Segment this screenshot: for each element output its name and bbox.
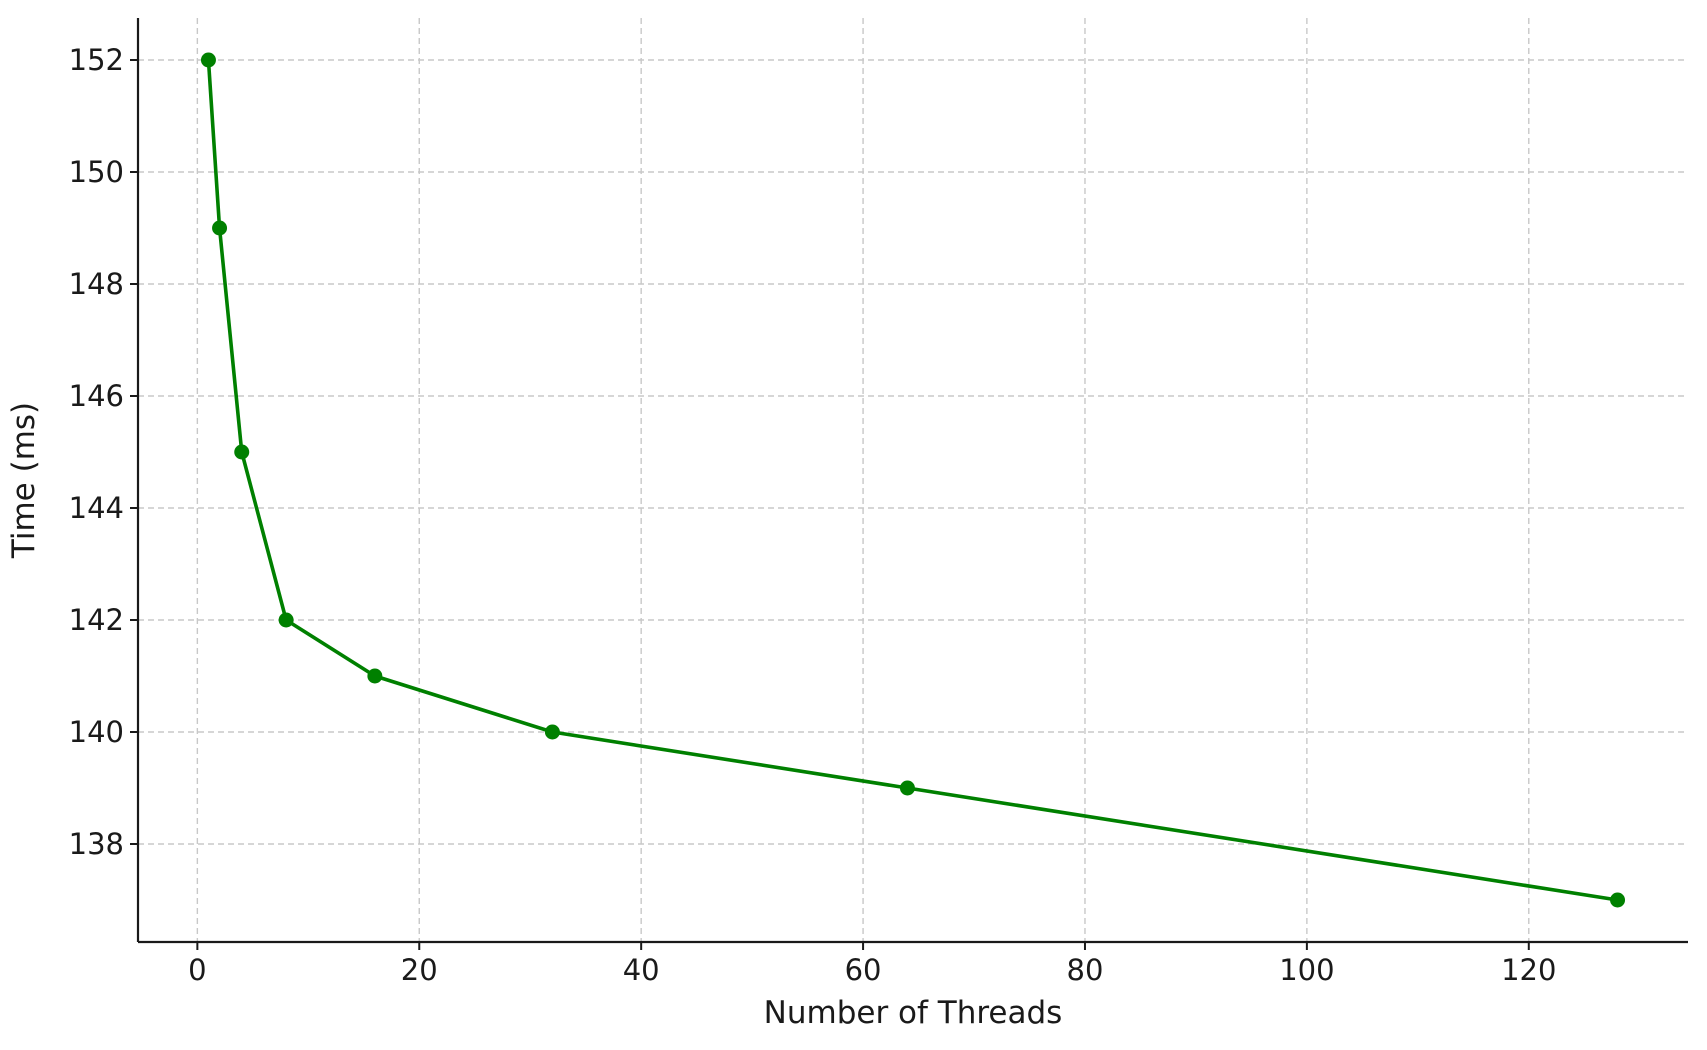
data-point	[278, 612, 294, 628]
x-tick-label: 40	[623, 953, 660, 987]
y-tick-label: 142	[69, 603, 124, 637]
x-axis-title: Number of Threads	[764, 995, 1063, 1031]
data-series	[200, 52, 1626, 908]
x-tick-label: 80	[1067, 953, 1104, 987]
x-tick-label: 0	[188, 953, 206, 987]
y-tick-label: 144	[69, 491, 124, 525]
x-tick-label: 20	[401, 953, 438, 987]
data-point	[200, 52, 216, 68]
axes	[130, 18, 1688, 950]
y-axis-title: Time (ms)	[6, 402, 42, 559]
grid	[138, 18, 1688, 942]
y-tick-label: 138	[69, 827, 124, 861]
y-tick-label: 140	[69, 715, 124, 749]
y-tick-label: 152	[69, 43, 124, 77]
data-point	[212, 220, 228, 236]
y-tick-label: 146	[69, 379, 124, 413]
data-point	[367, 668, 383, 684]
data-point	[234, 444, 250, 460]
data-point	[899, 780, 915, 796]
data-point	[1610, 892, 1626, 908]
tick-labels: 0 20 40 60 80 100 120 138 140 142 144 146 148 150 152	[69, 43, 1557, 987]
y-tick-label: 148	[69, 267, 124, 301]
series-line	[206, 58, 1620, 902]
x-tick-label: 120	[1501, 953, 1556, 987]
x-tick-label: 60	[845, 953, 882, 987]
data-point	[544, 724, 560, 740]
x-tick-label: 100	[1279, 953, 1334, 987]
y-tick-label: 150	[69, 155, 124, 189]
